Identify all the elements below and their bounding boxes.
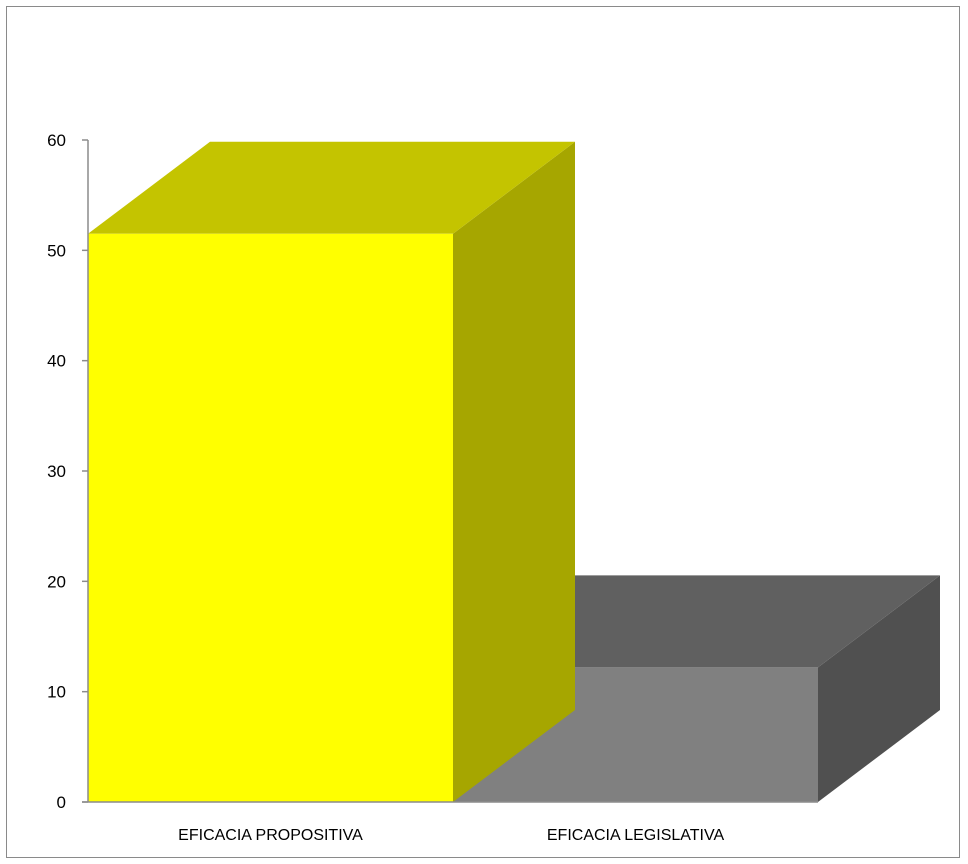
y-tick-label: 10 <box>47 683 66 702</box>
y-tick-label: 30 <box>47 462 66 481</box>
y-tick-label: 60 <box>47 131 66 150</box>
bar-side-face <box>818 575 940 802</box>
bar-side-face <box>453 141 575 803</box>
y-tick-label: 50 <box>47 241 66 260</box>
bar-top-face <box>88 141 575 234</box>
x-category-label: EFICACIA LEGISLATIVA <box>547 827 725 844</box>
y-tick-label: 0 <box>57 793 66 812</box>
bars-group <box>88 141 940 803</box>
y-ticks: 0 10 20 30 40 50 60 <box>47 131 88 812</box>
bar-front-face <box>88 233 453 803</box>
y-tick-label: 20 <box>47 572 66 591</box>
x-category-labels: EFICACIA PROPOSITIVA EFICACIA LEGISLATIVA <box>178 827 724 844</box>
bar-1 <box>88 141 575 803</box>
x-category-label: EFICACIA PROPOSITIVA <box>178 827 363 844</box>
y-tick-label: 40 <box>47 352 66 371</box>
